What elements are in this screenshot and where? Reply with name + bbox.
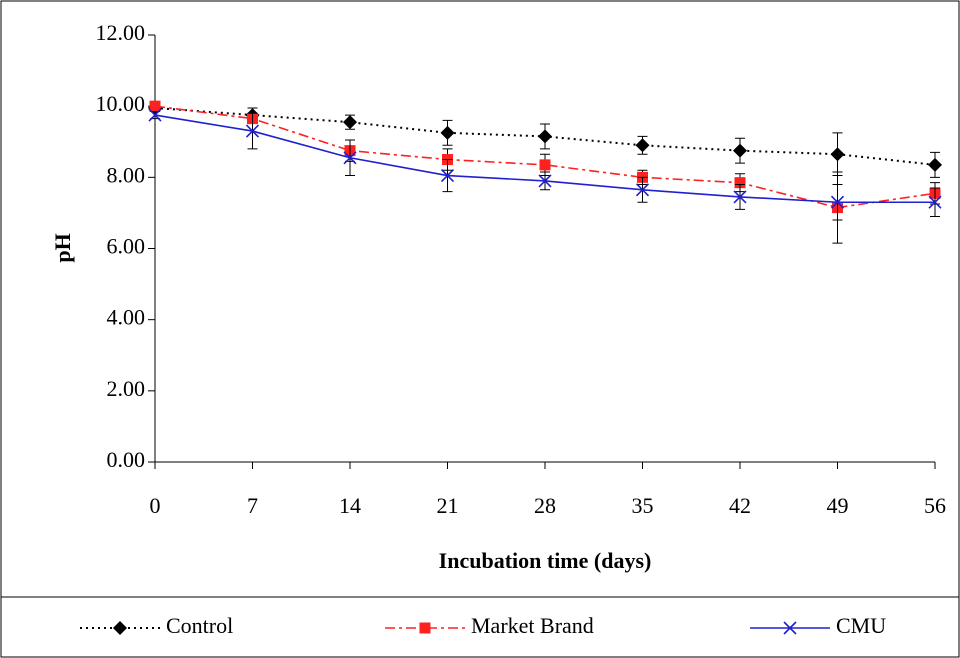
marker [148, 108, 162, 122]
marker [635, 183, 650, 197]
y-tick-label: 0.00 [107, 447, 146, 472]
marker [440, 125, 455, 140]
marker [539, 159, 551, 171]
legend-label: CMU [836, 613, 886, 638]
marker [538, 174, 552, 188]
marker [440, 168, 455, 183]
y-tick-label: 8.00 [107, 162, 146, 187]
x-axis-label: Incubation time (days) [439, 548, 652, 573]
legend-frame [0, 596, 960, 658]
x-tick-label: 14 [339, 493, 361, 518]
x-tick-label: 56 [924, 493, 946, 518]
x-tick-label: 0 [150, 493, 161, 518]
marker [538, 129, 552, 144]
series-line [154, 105, 936, 209]
x-tick-label: 35 [632, 493, 654, 518]
y-tick-label: 6.00 [107, 234, 146, 259]
marker [928, 195, 942, 209]
x-tick-label: 42 [729, 493, 751, 518]
y-tick-label: 2.00 [107, 376, 146, 401]
legend-marker [783, 621, 797, 635]
marker [343, 115, 357, 130]
y-axis-label: pH [50, 233, 75, 262]
legend-label: Market Brand [471, 613, 594, 638]
legend-marker [419, 622, 431, 634]
marker [343, 151, 357, 165]
marker [830, 195, 845, 209]
marker [733, 143, 747, 158]
marker [734, 177, 746, 189]
marker [830, 147, 845, 162]
marker [733, 190, 747, 204]
x-tick-label: 21 [437, 493, 459, 518]
marker [245, 124, 260, 138]
marker [149, 100, 161, 112]
x-tick-label: 28 [534, 493, 556, 518]
marker [928, 157, 942, 172]
y-tick-label: 12.00 [96, 20, 146, 45]
x-tick-label: 49 [827, 493, 849, 518]
x-tick-label: 7 [247, 493, 258, 518]
y-tick-label: 10.00 [96, 91, 146, 116]
y-tick-label: 4.00 [107, 305, 146, 330]
marker [635, 138, 650, 153]
legend-marker [113, 621, 127, 635]
legend-label: Control [166, 613, 233, 638]
